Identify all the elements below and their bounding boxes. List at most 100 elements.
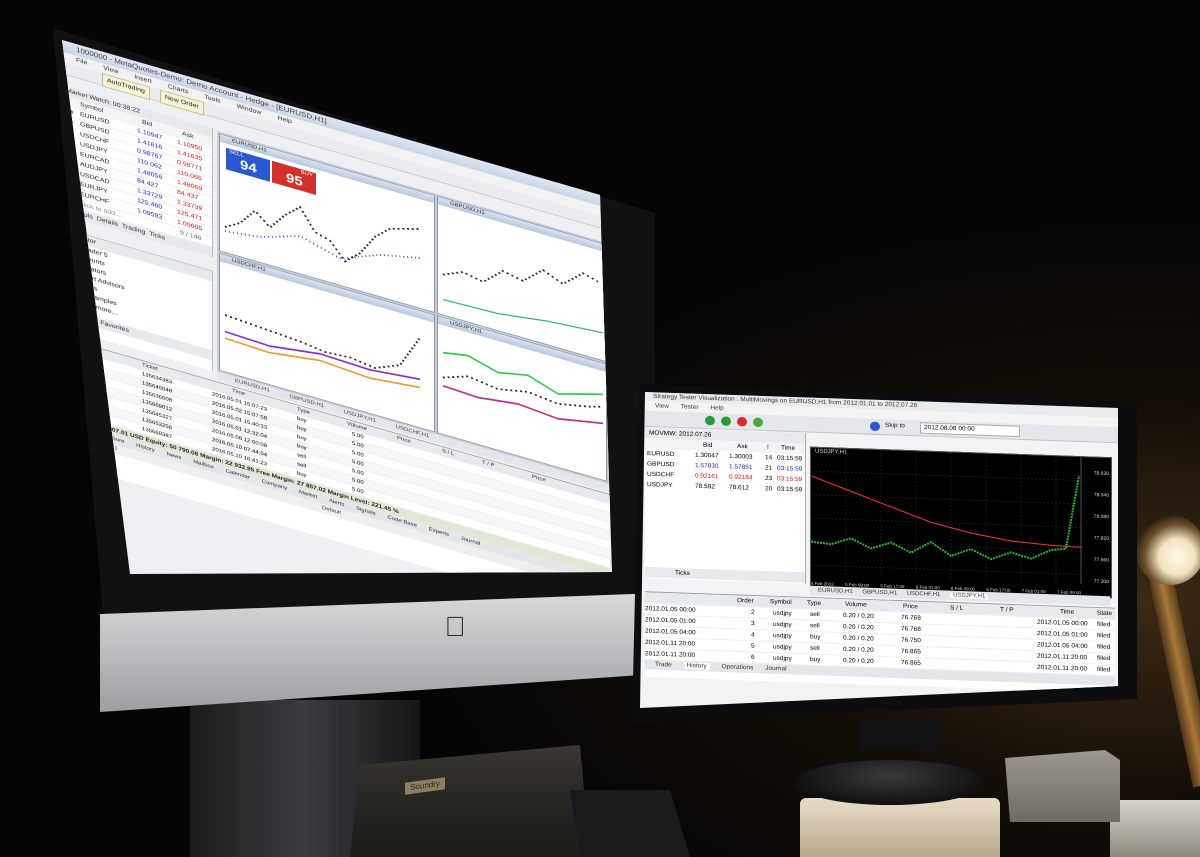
menu-item-tools[interactable]: Tools (204, 94, 221, 105)
metatrader-window: 1000000 - MetaQuotes-Demo: Demo Account … (62, 40, 612, 574)
y-label: 77.820 (1093, 535, 1109, 542)
chart-gbpusd[interactable]: GBPUSD,H1 (437, 195, 607, 363)
skip-icon[interactable] (870, 421, 880, 432)
col-spread[interactable]: ! (767, 444, 769, 451)
cell-open-time: 2012.01.11 20:00 (645, 639, 696, 648)
spread: 20 (765, 485, 773, 493)
monitor-stand (860, 720, 940, 750)
tab-history[interactable]: History (683, 662, 710, 670)
charts-area: EURUSD,H1 SELL 94 BUY 95 GBPUSD, (217, 130, 609, 485)
lamp-base (1110, 800, 1200, 857)
chart-tab-usdchf[interactable]: USDCHF,H1 (906, 591, 941, 598)
cell-time: 2012.01.11 20:00 (1037, 652, 1088, 662)
y-label: 77.300 (1093, 578, 1109, 585)
menu-item-help[interactable]: Help (277, 115, 292, 125)
tab-journal[interactable]: Journal (765, 665, 787, 673)
cell-type: sell (810, 611, 820, 619)
cell-open-time: 2012.01.05 01:00 (645, 616, 696, 626)
cell-symbol: usdjpy (773, 654, 792, 663)
chart-usdjpy[interactable]: USDJPY,H1 (437, 315, 607, 482)
cell-type: buy (810, 633, 821, 641)
tab-trade[interactable]: Trade (655, 661, 672, 669)
col-sl[interactable]: S / L (950, 604, 964, 612)
concrete-planter (1005, 750, 1120, 822)
cell-symbol: usdjpy (773, 621, 792, 629)
col-volume[interactable]: Volume (845, 601, 867, 609)
cell-order: 3 (751, 620, 755, 628)
chart-tab-eurusd[interactable]: EURUSD,H1 (818, 587, 853, 595)
cell-state: filled (1097, 621, 1111, 629)
menu-item-view[interactable]: View (655, 402, 669, 410)
tab-operations[interactable]: Operations (721, 663, 754, 672)
chart-tab-usdjpy[interactable]: USDJPY,H1 (950, 592, 989, 600)
col-time[interactable]: Time (781, 444, 796, 452)
price-chart (442, 268, 604, 334)
y-label: 78.080 (1093, 513, 1109, 521)
apple-logo-icon:  (443, 612, 467, 642)
col-order[interactable]: Order (737, 597, 754, 605)
cell-price: 76.768 (901, 614, 921, 622)
col-bid[interactable]: Bid (703, 441, 713, 449)
cell-price: 76.768 (901, 625, 921, 633)
cell-type: sell (810, 644, 820, 652)
skip-label: Skip to (885, 422, 905, 430)
step-icon[interactable] (721, 416, 731, 427)
tab-trade[interactable]: Trade (72, 424, 88, 435)
cell-symbol: usdjpy (773, 632, 792, 640)
cell-type: buy (297, 470, 307, 479)
y-label: 78.630 (1093, 470, 1109, 477)
col-time[interactable]: Time (1060, 608, 1075, 616)
menu-item-file[interactable]: File (76, 57, 88, 67)
forward-icon[interactable] (753, 417, 763, 428)
y-label: 78.340 (1093, 492, 1109, 499)
keyboard (570, 790, 690, 857)
ask: 78.612 (729, 484, 749, 492)
cell-order: 2 (751, 609, 755, 616)
stop-icon[interactable] (737, 416, 747, 427)
symbol: USDJPY (647, 481, 673, 489)
speaker-top (795, 760, 985, 805)
chart-tab-gbpusd[interactable]: GBPUSD,H1 (862, 589, 898, 597)
col-tp[interactable]: T / P (1000, 606, 1014, 614)
skip-date-input[interactable]: 2012.08.08 00:00 (920, 422, 1020, 438)
cell-volume: 0.20 / 0.20 (843, 612, 874, 620)
cell-open-time: 2012.01.05 00:00 (645, 605, 696, 614)
y-label: 77.560 (1093, 557, 1109, 564)
time: 03:15:59 (777, 485, 803, 494)
cell-price: 76.865 (901, 648, 921, 656)
cell-price: 76.865 (901, 659, 921, 667)
price-chart (224, 314, 421, 389)
book-stack (350, 745, 590, 857)
col-symbol[interactable]: Symbol (770, 598, 792, 606)
cell-time: 2012.01.11 20:00 (1037, 664, 1088, 673)
cell-open-time: 2012.01.11 20:00 (645, 650, 696, 659)
cell-price: 76.750 (901, 636, 921, 645)
cell-time: 2012.01.05 04:00 (1037, 641, 1088, 650)
spread: 23 (765, 475, 773, 482)
candlestick-chart (811, 448, 1082, 584)
tab-ticks[interactable]: Ticks (675, 569, 690, 577)
menu-item-tester[interactable]: Tester (680, 403, 699, 411)
chart-eurusd[interactable]: EURUSD,H1 SELL 94 BUY 95 (219, 133, 435, 313)
col-state[interactable]: State (1097, 609, 1113, 617)
tab-favorites[interactable]: Favorites (100, 319, 130, 334)
col-ask[interactable]: Ask (737, 443, 748, 451)
tester-toolbox: Order Symbol Type Volume Price S / L T /… (645, 591, 1115, 694)
cell-volume: 0.20 / 0.20 (843, 634, 874, 643)
cell-volume: 0.20 / 0.20 (843, 657, 874, 666)
bid: 78.592 (695, 483, 715, 491)
strategy-tester-window: Strategy Tester Visualization : MultiMov… (645, 392, 1118, 708)
col-type[interactable]: Type (807, 599, 822, 607)
cell-order: 5 (751, 642, 755, 650)
cell-order: 6 (751, 654, 755, 661)
tester-chart[interactable]: USDJPY,H1 78.630 78.340 78.080 (810, 446, 1112, 599)
menu-item-help[interactable]: Help (710, 404, 724, 412)
cork-box (800, 798, 1000, 857)
cell-time: 2012.01.05 01:00 (1037, 630, 1088, 639)
col-price[interactable]: Price (903, 603, 918, 611)
play-icon[interactable] (705, 415, 715, 426)
desk-lamp (1135, 515, 1200, 585)
chart-usdchf[interactable]: USDCHF,H1 (219, 252, 435, 433)
